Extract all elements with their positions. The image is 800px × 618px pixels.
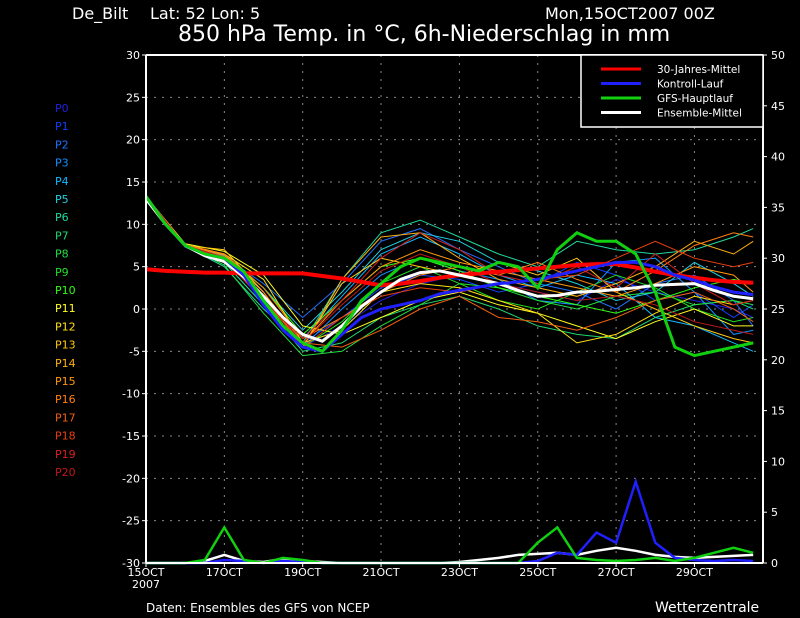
x-tick-label: 15OCT xyxy=(127,566,164,579)
member-label-p13: P13 xyxy=(55,339,76,352)
member-label-p17: P17 xyxy=(55,411,76,424)
y-right-tick-label: 0 xyxy=(771,557,778,570)
member-legend: P0 P1 P2 P3 P4 P5 P6 P7 P8 P9 P10 P11 P12 P13 P14 P15 P1… xyxy=(55,102,76,479)
member-label-p19: P19 xyxy=(55,448,76,461)
member-label-p8: P8 xyxy=(55,248,69,261)
temp-line-kontroll-lauf xyxy=(144,195,754,353)
member-label-p2: P2 xyxy=(55,138,69,151)
grid xyxy=(146,55,763,563)
y-right-tick-label: 30 xyxy=(771,252,785,265)
legend: 30-Jahres-Mittel Kontroll-Lauf GFS-Hauptla… xyxy=(580,54,764,128)
member-label-p5: P5 xyxy=(55,193,69,206)
station-location: Lat: 52 Lon: 5 xyxy=(150,4,260,23)
legend-label: 30-Jahres-Mittel xyxy=(657,64,740,76)
brand: Wetterzentrale xyxy=(655,600,759,616)
member-label-p1: P1 xyxy=(55,120,69,133)
y-left-tick-label: 5 xyxy=(133,261,140,274)
y-left-tick-label: 30 xyxy=(126,49,140,62)
temp-line-30-jahres-mittel xyxy=(145,262,754,288)
chart-title: 850 hPa Temp. in °C, 6h-Niederschlag in … xyxy=(178,22,670,47)
y-right-tick-label: 20 xyxy=(771,354,785,367)
x-tick-label: 17OCT xyxy=(206,566,243,579)
x-tick-label: 23OCT xyxy=(441,566,478,579)
x-tick-label: 25OCT xyxy=(519,566,556,579)
member-label-p15: P15 xyxy=(55,375,76,388)
member-label-p10: P10 xyxy=(55,284,76,297)
y-left-tick-label: 20 xyxy=(126,134,140,147)
x-tick-sublabel: 2007 xyxy=(132,578,160,591)
member-label-p3: P3 xyxy=(55,157,69,170)
member-label-p12: P12 xyxy=(55,320,76,333)
legend-label: GFS-Hauptlauf xyxy=(657,93,733,105)
member-label-p9: P9 xyxy=(55,266,69,279)
legend-label: Kontroll-Lauf xyxy=(657,79,724,91)
member-label-p16: P16 xyxy=(55,393,76,406)
y-right-tick-label: 45 xyxy=(771,100,785,113)
y-left-tick-label: -5 xyxy=(129,345,140,358)
member-line-p6 xyxy=(145,196,754,344)
member-label-p11: P11 xyxy=(55,302,76,315)
y-left-tick-label: -15 xyxy=(122,430,140,443)
y-left-tick-label: 0 xyxy=(133,303,140,316)
y-left-tick-label: -10 xyxy=(122,388,140,401)
temp-line-gfs-hauptlauf xyxy=(144,195,754,358)
y-right-tick-label: 25 xyxy=(771,303,785,316)
y-left-tick-label: -30 xyxy=(122,557,140,570)
y-right-tick-label: 15 xyxy=(771,405,785,418)
x-tick-label: 19OCT xyxy=(284,566,321,579)
data-source: Daten: Ensembles des GFS von NCEP xyxy=(146,601,370,615)
run-time: Mon,15OCT2007 00Z xyxy=(545,4,715,23)
y-right-tick-label: 35 xyxy=(771,201,785,214)
member-label-p4: P4 xyxy=(55,175,69,188)
x-tick-label: 29OCT xyxy=(676,566,713,579)
y-right-tick-label: 40 xyxy=(771,151,785,164)
x-tick-label: 27OCT xyxy=(598,566,635,579)
member-line-p2 xyxy=(145,196,754,327)
legend-label: Ensemble-Mittel xyxy=(657,108,742,120)
y-right-tick-label: 50 xyxy=(771,49,785,62)
member-label-p7: P7 xyxy=(55,229,69,242)
y-left-tick-label: 15 xyxy=(126,176,140,189)
member-label-p6: P6 xyxy=(55,211,69,224)
axes: 302520151050-5-10-15-20-25-3050454035302… xyxy=(122,49,785,591)
y-right-tick-label: 10 xyxy=(771,455,785,468)
member-line-p12 xyxy=(145,196,754,344)
member-label-p14: P14 xyxy=(55,357,76,370)
member-label-p18: P18 xyxy=(55,430,76,443)
y-left-tick-label: 25 xyxy=(126,91,140,104)
y-left-tick-label: -20 xyxy=(122,472,140,485)
y-right-tick-label: 5 xyxy=(771,506,778,519)
member-label-p0: P0 xyxy=(55,102,69,115)
y-left-tick-label: -25 xyxy=(122,515,140,528)
member-label-p20: P20 xyxy=(55,466,76,479)
legend-box xyxy=(580,54,764,128)
station-name: De_Bilt xyxy=(72,4,128,24)
y-left-tick-label: 10 xyxy=(126,218,140,231)
x-tick-label: 21OCT xyxy=(363,566,400,579)
